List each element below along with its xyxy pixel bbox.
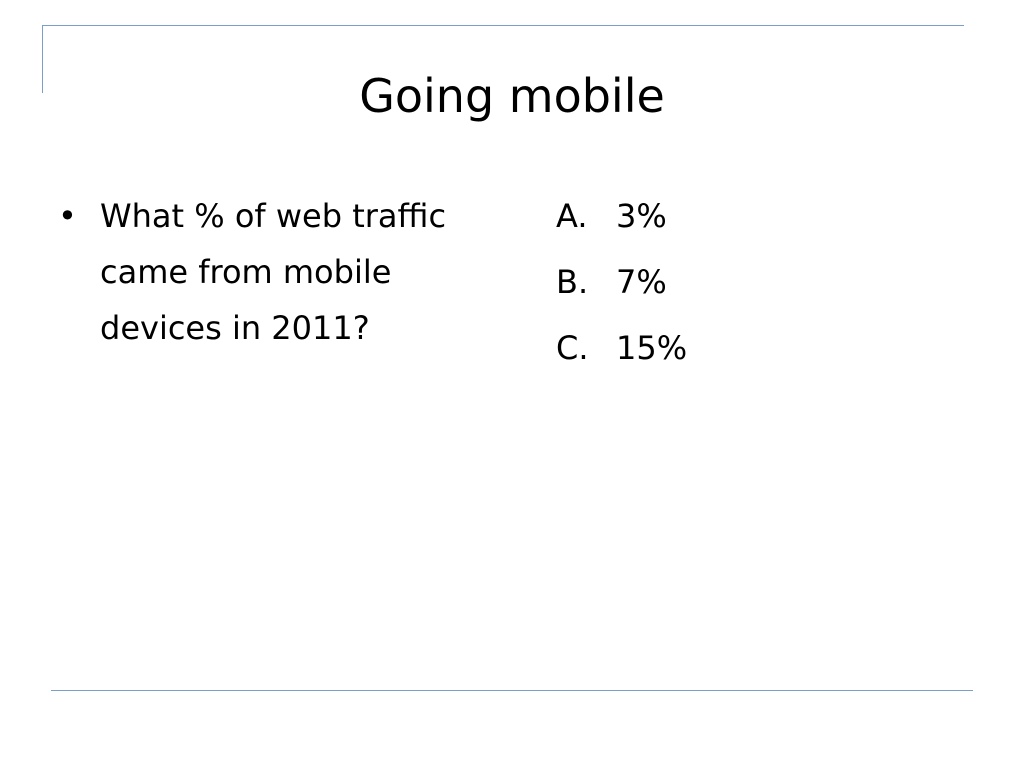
bullet-icon: •: [58, 197, 77, 235]
answer-list: A. 3% B. 7% C. 15%: [556, 188, 976, 386]
answer-letter: A.: [556, 197, 588, 235]
answer-option-b: B. 7%: [556, 254, 976, 320]
answer-letter: B.: [556, 263, 589, 301]
slide-title: Going mobile: [359, 69, 665, 123]
question-text: What % of web traffic came from mobile d…: [100, 197, 447, 347]
frame-bottom-line: [51, 690, 973, 691]
answer-letter: C.: [556, 329, 589, 367]
answer-text: 15%: [616, 329, 688, 367]
frame-top-line: [42, 25, 964, 26]
answer-text: 3%: [616, 197, 667, 235]
answer-option-a: A. 3%: [556, 188, 976, 254]
question-bullet-item: • What % of web traffic came from mobile…: [58, 188, 528, 356]
frame-left-line: [42, 25, 43, 93]
answer-text: 7%: [616, 263, 667, 301]
question-column: • What % of web traffic came from mobile…: [58, 188, 528, 356]
answer-option-c: C. 15%: [556, 320, 976, 386]
